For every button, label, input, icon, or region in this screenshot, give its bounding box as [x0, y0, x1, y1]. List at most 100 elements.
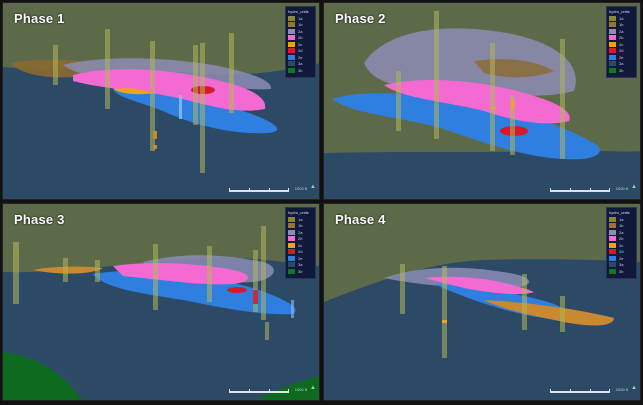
legend-label: 1a: [619, 216, 624, 222]
phase-3-scene[interactable]: [3, 204, 320, 401]
legend-item: 2a: [288, 28, 313, 35]
legend-swatch: [609, 54, 616, 60]
legend-label: 1a: [619, 15, 624, 21]
wells: [396, 11, 565, 159]
legend-label: 2b: [298, 236, 303, 242]
legend-title: hydro_units: [288, 9, 309, 14]
scale-bar: [229, 186, 289, 192]
legend-swatch: [609, 41, 616, 47]
legend-label: 2a: [298, 229, 303, 235]
wells: [13, 226, 269, 340]
legend-item: 3b: [288, 67, 313, 74]
legend-item: 2b: [288, 35, 313, 42]
legend-item: 3a: [288, 262, 313, 269]
legend-label: 2c: [619, 41, 624, 47]
legend-label: 3a: [619, 61, 624, 67]
legend-item: 1b: [609, 223, 634, 230]
compass-icon: ▲: [310, 385, 316, 391]
phase-title: Phase 2: [335, 11, 386, 26]
phase-4-scene[interactable]: [324, 204, 641, 401]
legend-label: 2c: [298, 242, 303, 248]
phase-3-panel[interactable]: Phase 3 hydro_units 1a 1b 2a 2b 2c 2d 2e 3a 3b 10…: [2, 203, 320, 401]
legend-item: 2e: [609, 255, 634, 262]
legend-swatch: [609, 255, 616, 261]
legend-label: 3b: [298, 268, 303, 274]
legend-label: 2b: [619, 35, 624, 41]
legend-title: hydro_units: [288, 210, 309, 215]
legend-swatch: [609, 35, 616, 41]
scale-bar: [550, 387, 610, 393]
legend-swatch: [288, 216, 295, 222]
layer-2d: [227, 287, 247, 293]
layer-2b: [113, 263, 248, 285]
legend-label: 1b: [619, 223, 624, 229]
phase-title: Phase 1: [14, 11, 65, 26]
legend-label: 1a: [298, 216, 303, 222]
legend-label: 2a: [619, 28, 624, 34]
legend-item: 3b: [288, 268, 313, 275]
legend-label: 1a: [298, 15, 303, 21]
legend-item: 2c: [609, 242, 634, 249]
legend-swatch: [288, 54, 295, 60]
legend-item: 2b: [288, 236, 313, 243]
legend-label: 3b: [298, 67, 303, 73]
legend-swatch: [288, 22, 295, 28]
legend-swatch: [609, 249, 616, 255]
layer-3b: [3, 352, 82, 400]
phase-2-panel[interactable]: Phase 2 hydro_units 1a 1b 2a 2b 2c 2d 2e 3a 3b 10…: [323, 2, 641, 200]
phase-4-panel[interactable]: Phase 4 hydro_units 1a 1b 2a 2b 2c 2d 2e 3a 3b 10…: [323, 203, 641, 401]
layer-2b: [384, 79, 570, 124]
legend-label: 2d: [298, 249, 303, 255]
legend-item: 2c: [288, 242, 313, 249]
legend-item: 2d: [609, 249, 634, 256]
legend-item: 3b: [609, 268, 634, 275]
legend-item: 2b: [609, 236, 634, 243]
layer-2c: [484, 300, 614, 326]
legend-swatch: [288, 249, 295, 255]
legend-swatch: [288, 61, 295, 67]
scale-bar: [229, 387, 289, 393]
compass-icon: ▲: [631, 184, 637, 190]
legend-label: 3b: [619, 268, 624, 274]
legend-swatch: [288, 236, 295, 242]
legend-item: 2d: [288, 48, 313, 55]
ground-section: [324, 150, 640, 199]
legend-item: 2a: [609, 229, 634, 236]
legend-item: 2a: [288, 229, 313, 236]
legend-item: 2a: [609, 28, 634, 35]
scale-bar: [550, 186, 610, 192]
legend-label: 2d: [619, 48, 624, 54]
legend-item: 1a: [288, 15, 313, 22]
phase-1-scene[interactable]: [3, 3, 320, 200]
legend: hydro_units 1a 1b 2a 2b 2c 2d 2e 3a 3b: [606, 207, 637, 279]
legend-item: 2d: [288, 249, 313, 256]
legend-label: 2c: [619, 242, 624, 248]
phase-1-panel[interactable]: Phase 1 hydro_units 1a 1b 2a 2b 2c 2d 2e 3a 3b 10…: [2, 2, 320, 200]
phase-2-scene[interactable]: [324, 3, 641, 200]
layer-2b: [73, 69, 266, 111]
legend-swatch: [609, 216, 616, 222]
scale-label: 1000 ft: [615, 387, 628, 392]
legend-swatch: [288, 15, 295, 21]
layer-2b: [424, 276, 534, 295]
legend-swatch: [288, 262, 295, 268]
legend-item: 1b: [288, 223, 313, 230]
layer-2a: [364, 28, 576, 96]
legend-swatch: [609, 242, 616, 248]
legend-item: 2c: [609, 41, 634, 48]
legend-item: 1a: [609, 15, 634, 22]
legend-item: 1a: [288, 216, 313, 223]
legend-item: 2e: [288, 255, 313, 262]
compass-icon: ▲: [310, 184, 316, 190]
legend-label: 3a: [619, 262, 624, 268]
legend-swatch: [288, 48, 295, 54]
legend-item: 2b: [609, 35, 634, 42]
legend-swatch: [609, 229, 616, 235]
legend-item: 1a: [609, 216, 634, 223]
legend-label: 2e: [619, 54, 624, 60]
legend-swatch: [609, 223, 616, 229]
legend-swatch: [288, 41, 295, 47]
layer-2c: [113, 88, 153, 95]
legend-label: 2e: [298, 54, 303, 60]
legend-label: 2e: [298, 255, 303, 261]
